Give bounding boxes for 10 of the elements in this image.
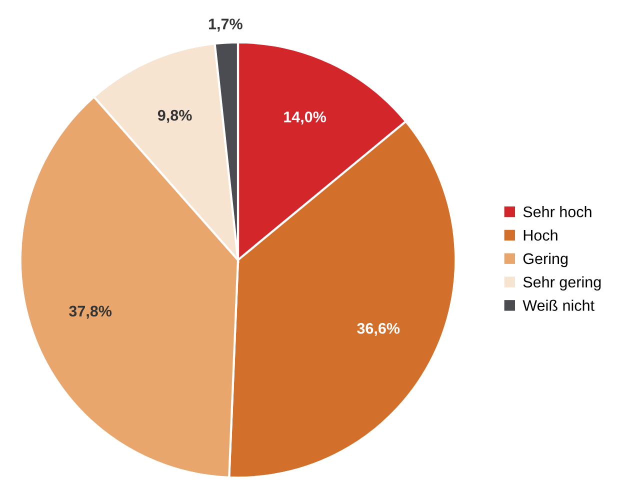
legend-label: Hoch <box>524 229 558 241</box>
legend-label: Weiß nicht <box>522 300 594 311</box>
legend-label: Sehr gering <box>523 276 601 291</box>
data-label: 37,8% <box>69 306 112 319</box>
data-label: 14,0% <box>284 112 326 125</box>
legend-label: Gering <box>523 252 568 268</box>
data-label: 36,6% <box>357 322 400 336</box>
legend-label: Sehr hoch <box>523 206 592 218</box>
data-label: 1,7% <box>208 18 242 32</box>
data-label: 9,8% <box>158 110 192 123</box>
